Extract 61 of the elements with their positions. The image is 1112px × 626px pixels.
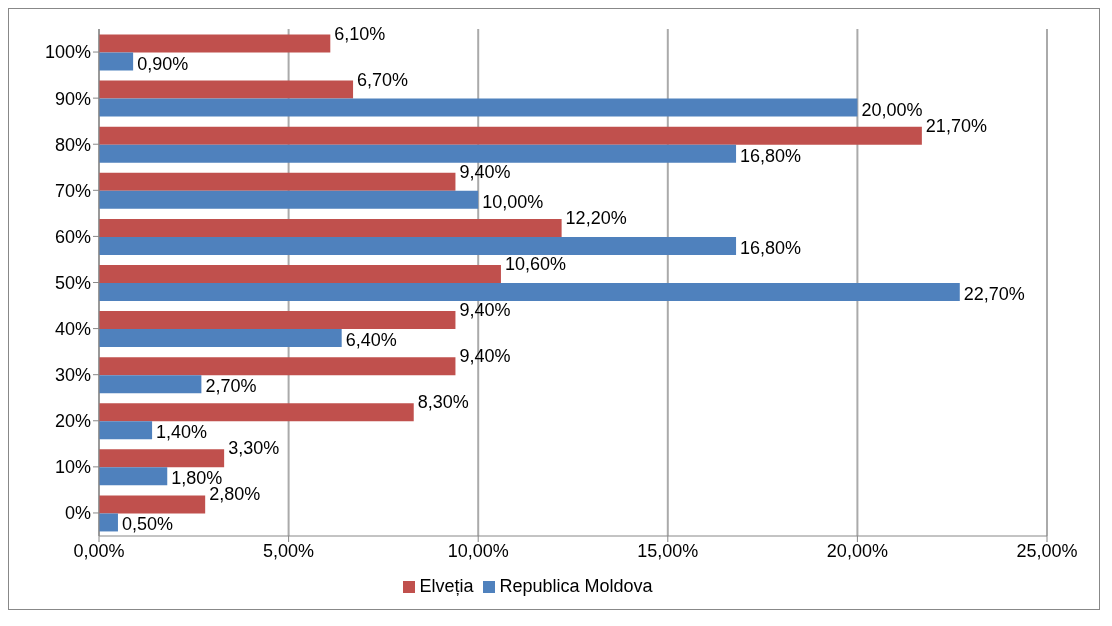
bar: [99, 190, 479, 209]
bar: [99, 495, 206, 514]
y-tick-label: 20%: [54, 411, 91, 432]
bar: [99, 236, 737, 255]
bar: [99, 218, 562, 237]
data-label: 9,40%: [459, 300, 511, 321]
legend-label: Republica Moldova: [499, 576, 653, 596]
bar: [99, 282, 960, 301]
bar: [99, 357, 456, 376]
data-label: 9,40%: [459, 346, 511, 367]
bar: [99, 375, 202, 394]
x-tick-label: 15,00%: [637, 540, 699, 561]
data-label: 10,60%: [504, 253, 567, 274]
data-label: 10,00%: [482, 191, 544, 212]
y-tick-label: 0%: [64, 503, 91, 524]
data-label: 16,80%: [740, 237, 802, 258]
bar: [99, 467, 168, 486]
data-label: 3,30%: [228, 438, 280, 459]
x-tick-label: 10,00%: [447, 540, 509, 561]
bar: [99, 144, 737, 163]
y-tick-label: 10%: [54, 457, 91, 478]
data-label: 12,20%: [565, 207, 627, 228]
bar: [99, 80, 354, 99]
bar: [99, 172, 456, 191]
x-tick-label: 5,00%: [263, 540, 315, 561]
bar: [99, 311, 456, 330]
bar: [99, 329, 342, 348]
data-label: 16,80%: [740, 145, 802, 166]
bar: [99, 513, 118, 532]
data-label: 22,70%: [963, 283, 1025, 304]
x-tick-label: 20,00%: [826, 540, 888, 561]
y-tick-label: 30%: [54, 365, 91, 386]
bar: [99, 421, 153, 440]
y-tick-label: 40%: [54, 318, 91, 339]
y-tick-label: 80%: [54, 134, 91, 155]
y-tick-label: 70%: [54, 180, 91, 201]
data-label: 0,90%: [137, 53, 189, 74]
y-tick-label: 90%: [54, 88, 91, 109]
data-label: 0,50%: [121, 514, 174, 535]
legend-label: Elveția: [419, 576, 474, 596]
x-tick-label: 25,00%: [1016, 540, 1078, 561]
bar: [99, 34, 331, 53]
x-tick-label: 0,00%: [73, 540, 125, 561]
data-label: 21,70%: [925, 115, 987, 136]
data-label: 6,40%: [345, 330, 397, 351]
bar: [99, 264, 501, 283]
y-tick-label: 100%: [44, 42, 91, 63]
data-label: 9,40%: [459, 161, 511, 182]
bar: [99, 98, 858, 117]
bar: [99, 449, 225, 468]
y-tick-label: 60%: [54, 226, 91, 247]
data-label: 20,00%: [861, 99, 923, 120]
y-tick-label: 50%: [54, 272, 91, 293]
data-label: 6,10%: [334, 23, 386, 44]
data-label: 6,70%: [357, 69, 409, 90]
data-label: 8,30%: [417, 392, 469, 413]
data-label: 1,40%: [156, 422, 208, 443]
bar: [99, 126, 922, 145]
data-label: 2,70%: [205, 376, 257, 397]
bar: [99, 403, 414, 422]
bar: [99, 52, 134, 71]
